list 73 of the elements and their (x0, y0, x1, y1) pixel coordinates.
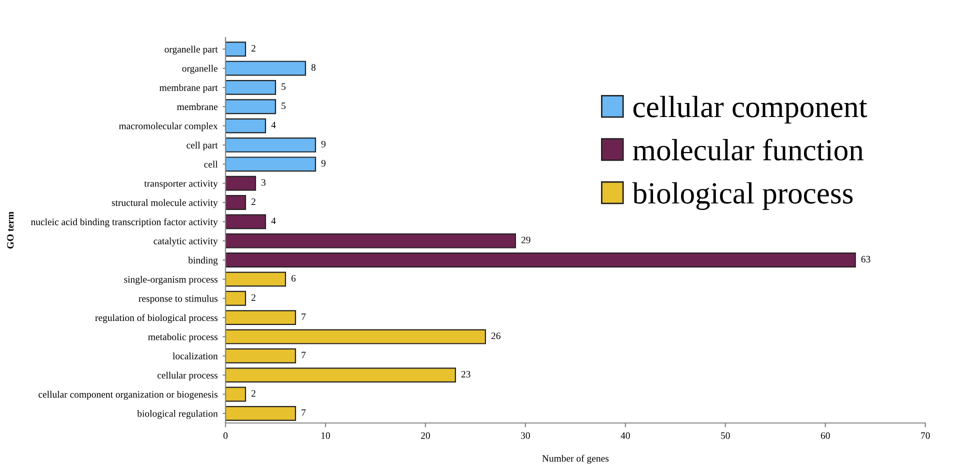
y-tick-label: metabolic process (148, 333, 218, 342)
data-label: 7 (302, 352, 306, 358)
bar (226, 290, 246, 306)
y-tick-label: macromolecular complex (119, 122, 218, 132)
data-label: 2 (251, 198, 256, 205)
bar (226, 176, 256, 191)
x-tick-label: 70 (921, 432, 930, 439)
y-tick-label: catalytic activity (154, 237, 218, 246)
y-tick-label: cellular process (158, 372, 218, 381)
bar (226, 60, 306, 76)
data-label: 4 (271, 218, 276, 224)
bar (226, 329, 486, 344)
x-tick-label: 60 (820, 432, 830, 439)
data-label: 2 (251, 390, 256, 397)
x-tick-label: 0 (223, 432, 228, 439)
data-label: 5 (282, 83, 286, 90)
data-label: 6 (291, 275, 296, 282)
bar (226, 118, 266, 134)
y-tick-label: membrane (177, 103, 218, 110)
bar (226, 368, 456, 383)
y-tick-label: cell part (186, 142, 218, 150)
y-tick-label: structural molecule activity (112, 199, 218, 208)
bar (226, 272, 286, 287)
bar (226, 99, 276, 114)
bar (226, 233, 516, 248)
y-tick-label: response to stimulus (138, 294, 218, 304)
bar (226, 310, 296, 325)
y-tick-label: cell (204, 160, 218, 168)
bar (226, 156, 316, 172)
bar (226, 80, 276, 95)
data-label: 2 (251, 45, 256, 52)
y-tick-label: binding (188, 256, 218, 266)
y-tick-label: biological regulation (137, 410, 218, 419)
y-axis-title: GO term (7, 212, 14, 249)
data-label: 5 (282, 102, 286, 110)
y-tick-label: nucleic acid binding transcription factor activity (31, 218, 218, 228)
data-label: 9 (321, 140, 326, 148)
data-label: 23 (461, 370, 470, 378)
data-label: 9 (321, 160, 326, 167)
x-tick-label: 40 (620, 432, 630, 439)
y-tick-label: organelle (182, 64, 218, 74)
data-label: 26 (491, 332, 500, 340)
y-tick-label: localization (172, 352, 218, 360)
y-tick-label: cellular component organization or biogenesis (38, 390, 218, 400)
bar (226, 386, 246, 402)
bar (226, 195, 246, 210)
data-label: 2 (251, 294, 256, 301)
bar (226, 42, 246, 57)
y-tick-label: regulation of biological process (95, 314, 218, 324)
data-label: 3 (262, 179, 266, 186)
data-label: 7 (302, 409, 306, 416)
bar (226, 138, 316, 152)
data-label: 29 (521, 236, 530, 244)
legend-label: cellular component (633, 96, 868, 124)
x-axis-title: Number of genes (542, 454, 609, 464)
legend-label: biological process (632, 182, 853, 210)
data-label: 4 (271, 122, 276, 128)
x-tick-label: 30 (521, 432, 530, 439)
y-tick-label: membrane part (159, 84, 218, 93)
bar (226, 348, 296, 364)
data-label: 63 (861, 256, 870, 262)
y-tick-label: transporter activity (144, 180, 218, 189)
data-label: 7 (302, 314, 306, 320)
bar (226, 214, 266, 230)
y-tick-label: organelle part (164, 46, 218, 55)
legend-label: molecular function (632, 138, 864, 161)
bar (226, 406, 296, 421)
x-tick-label: 10 (321, 432, 330, 439)
x-tick-label: 50 (721, 432, 730, 439)
bar (226, 252, 856, 268)
x-tick-label: 20 (421, 432, 430, 439)
data-label: 8 (311, 64, 316, 71)
y-tick-label: single-organism process (124, 276, 218, 285)
